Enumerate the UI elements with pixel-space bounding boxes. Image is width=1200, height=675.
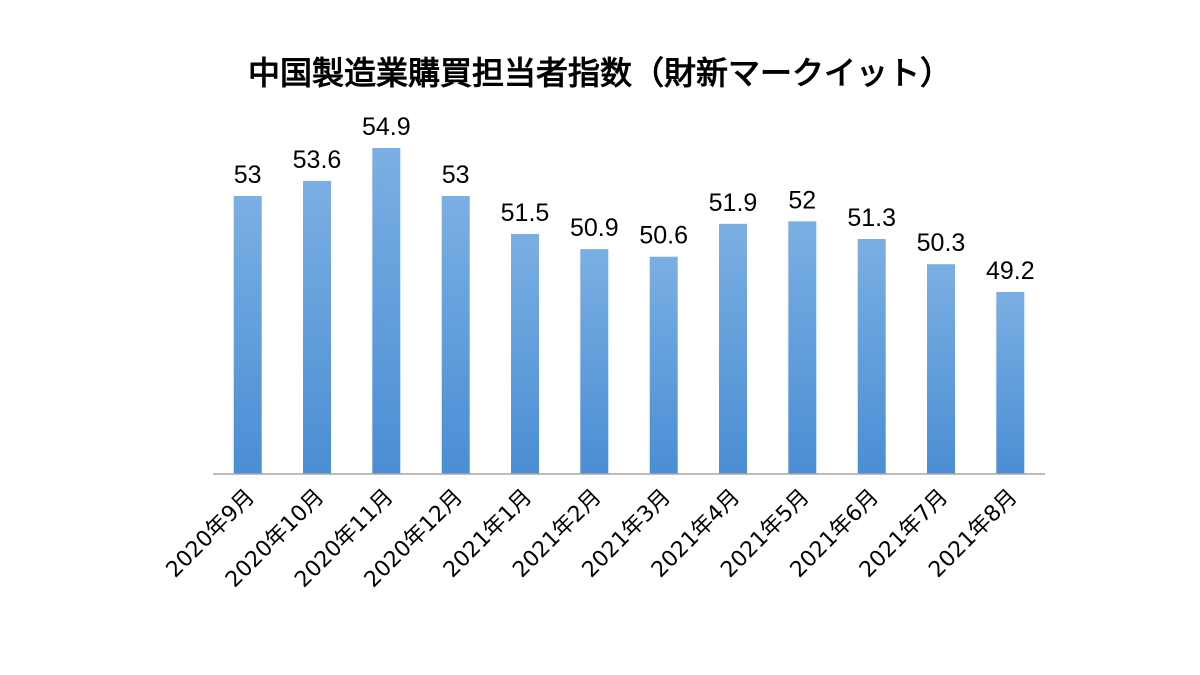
bar-1 [233,196,262,474]
chart-title: 中国製造業購買担当者指数（財新マークイット） [248,54,952,92]
bar-3 [372,148,401,474]
value-label-7: 50.6 [639,222,688,250]
value-label-5: 51.5 [501,199,550,227]
value-label-2: 53.6 [293,146,342,174]
bar-12 [996,292,1025,474]
value-labels-layer: 53 53.6 54.9 53 51.5 50.9 50.6 51.9 52 51.3 50.3 49… [234,113,1035,285]
value-label-12: 49.2 [986,257,1035,285]
value-label-11: 50.3 [917,229,966,257]
bar-10 [857,239,886,474]
value-label-4: 53 [442,161,470,189]
bar-6 [580,249,609,474]
value-label-6: 50.9 [570,214,619,242]
value-label-9: 52 [788,186,816,214]
value-label-1: 53 [234,161,262,189]
value-label-8: 51.9 [709,189,758,217]
bar-11 [927,264,955,474]
bar-9 [788,221,817,474]
bars-layer [233,148,1025,474]
x-tick-labels-layer: 2020年9月2020年10月2020年11月2020年12月2021年1月20… [162,485,1023,593]
bar-2 [303,180,331,474]
value-label-10: 51.3 [847,204,896,232]
bar-8 [719,223,747,474]
bar-5 [511,233,539,474]
bar-7 [649,256,678,474]
bar-4 [441,196,470,474]
value-label-3: 54.9 [362,113,411,141]
